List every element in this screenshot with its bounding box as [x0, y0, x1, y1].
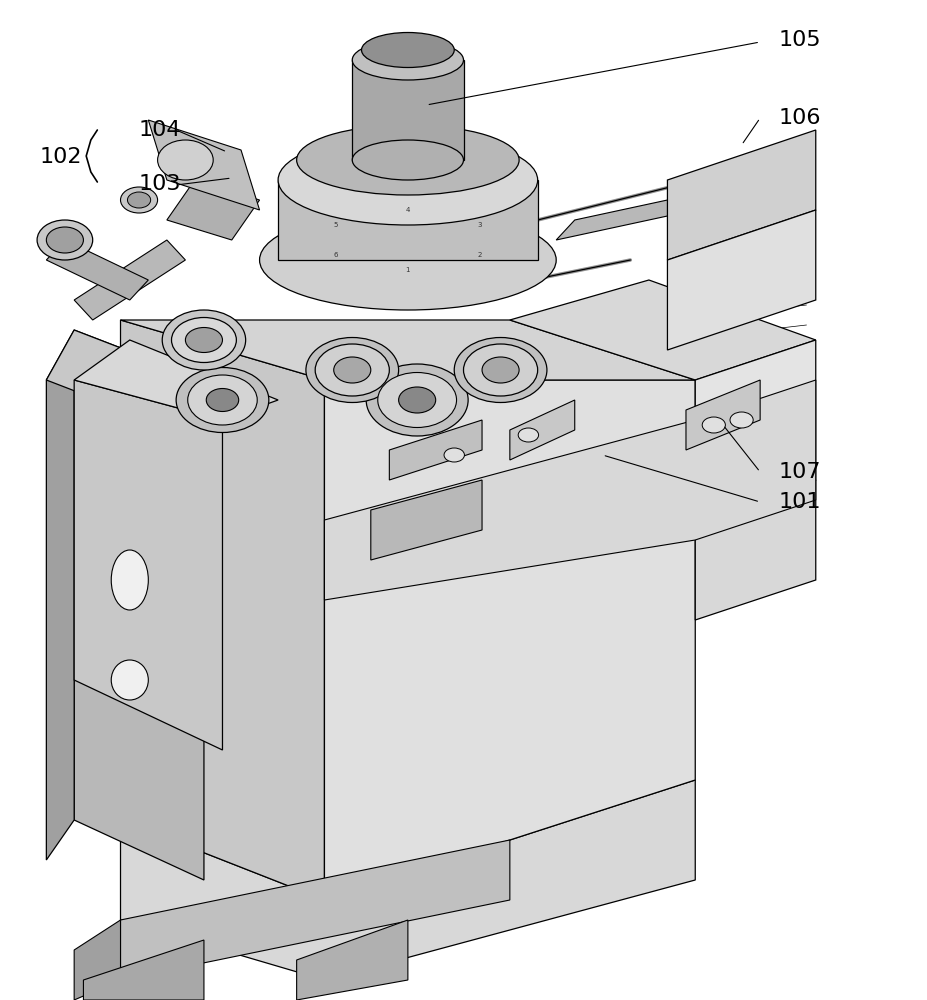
Ellipse shape	[454, 338, 547, 402]
Ellipse shape	[366, 364, 468, 436]
Ellipse shape	[206, 388, 238, 412]
Ellipse shape	[464, 344, 538, 396]
Polygon shape	[352, 60, 464, 160]
Polygon shape	[686, 380, 760, 450]
Text: 107: 107	[779, 462, 821, 482]
Ellipse shape	[158, 140, 213, 180]
Ellipse shape	[127, 192, 150, 208]
Polygon shape	[667, 130, 816, 260]
Polygon shape	[46, 330, 74, 860]
Ellipse shape	[121, 187, 158, 213]
Text: 101: 101	[779, 492, 821, 512]
Ellipse shape	[111, 660, 148, 700]
Polygon shape	[148, 120, 260, 210]
Polygon shape	[121, 320, 324, 900]
Ellipse shape	[315, 344, 389, 396]
Ellipse shape	[278, 135, 538, 225]
Polygon shape	[121, 780, 695, 980]
Ellipse shape	[399, 387, 436, 413]
Ellipse shape	[306, 338, 399, 402]
Ellipse shape	[334, 357, 371, 383]
Ellipse shape	[260, 210, 556, 310]
Ellipse shape	[482, 357, 519, 383]
Text: 6: 6	[334, 252, 337, 258]
Ellipse shape	[297, 125, 519, 195]
Polygon shape	[667, 210, 816, 350]
Text: 4: 4	[406, 207, 410, 213]
Ellipse shape	[162, 310, 246, 370]
Ellipse shape	[352, 40, 464, 80]
Polygon shape	[278, 180, 538, 260]
Ellipse shape	[187, 375, 257, 425]
Ellipse shape	[362, 32, 454, 68]
Ellipse shape	[703, 417, 725, 433]
Text: 5: 5	[334, 222, 337, 228]
Ellipse shape	[518, 428, 539, 442]
Polygon shape	[695, 340, 816, 520]
Polygon shape	[74, 920, 121, 1000]
Ellipse shape	[46, 227, 83, 253]
Ellipse shape	[352, 140, 464, 180]
Polygon shape	[389, 420, 482, 480]
Polygon shape	[74, 240, 185, 320]
Polygon shape	[46, 240, 148, 300]
Polygon shape	[510, 280, 816, 380]
Text: 104: 104	[139, 120, 182, 140]
Ellipse shape	[730, 412, 753, 428]
Polygon shape	[510, 400, 575, 460]
Ellipse shape	[171, 318, 236, 362]
Polygon shape	[121, 320, 695, 380]
Text: 102: 102	[40, 147, 83, 167]
Text: 3: 3	[478, 222, 482, 228]
Polygon shape	[297, 920, 408, 1000]
Ellipse shape	[378, 372, 456, 428]
Polygon shape	[121, 840, 510, 980]
Ellipse shape	[37, 220, 93, 260]
Ellipse shape	[185, 328, 222, 353]
Polygon shape	[371, 480, 482, 560]
Polygon shape	[556, 180, 760, 240]
Text: 106: 106	[779, 108, 821, 128]
Ellipse shape	[176, 367, 269, 432]
Polygon shape	[167, 180, 260, 240]
Polygon shape	[74, 340, 278, 420]
Polygon shape	[695, 480, 816, 620]
Text: 2: 2	[478, 252, 482, 258]
Text: 105: 105	[779, 30, 821, 50]
Polygon shape	[324, 380, 695, 900]
Text: 103: 103	[139, 174, 182, 194]
Polygon shape	[83, 940, 204, 1000]
Polygon shape	[324, 380, 816, 600]
Polygon shape	[74, 380, 222, 750]
Ellipse shape	[111, 550, 148, 610]
Polygon shape	[46, 330, 204, 430]
Polygon shape	[74, 330, 204, 880]
Ellipse shape	[444, 448, 464, 462]
Text: 1: 1	[406, 267, 410, 273]
